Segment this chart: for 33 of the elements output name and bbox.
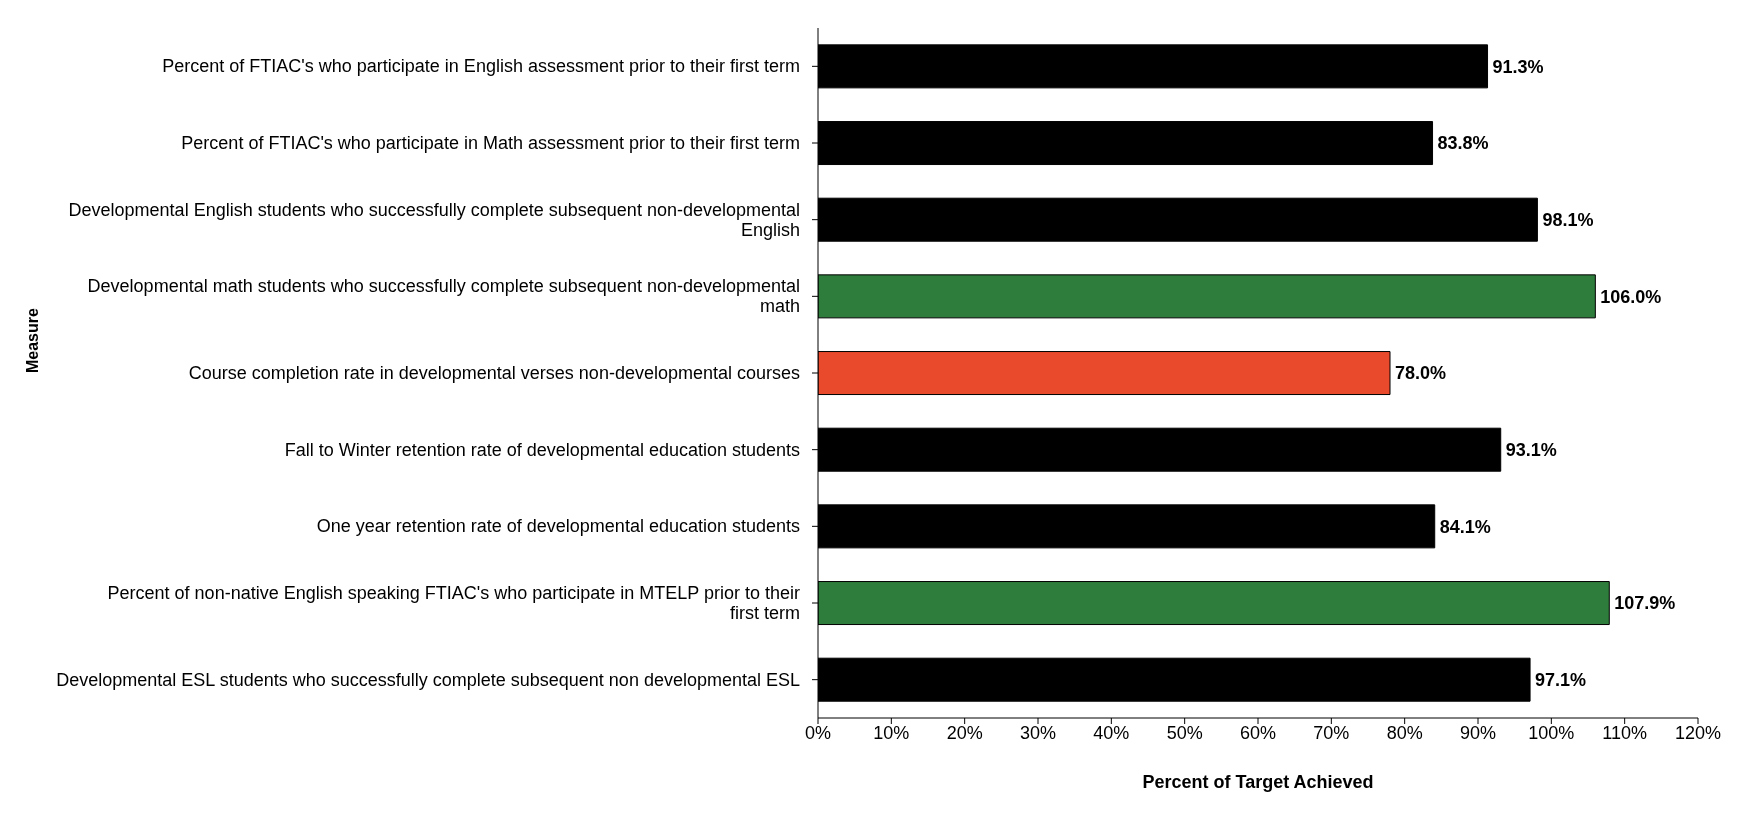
y-axis-title: Measure [23, 307, 41, 373]
y-tick-label: One year retention rate of developmental education students [316, 516, 800, 537]
x-tick-label: 40% [1093, 722, 1130, 743]
x-tick-label: 10% [873, 722, 910, 743]
x-tick-label: 90% [1459, 722, 1497, 743]
y-tick-label: Percent of non-native English speaking FTIAC's who participate in MTELP prior to their first term [107, 583, 801, 623]
x-axis-title: Percent of Target Achieved [1142, 772, 1374, 792]
y-tick-label: Developmental ESL students who successfully complete subsequent non developmental ESL [56, 669, 800, 690]
y-tick-label: Percent of FTIAC's who participate in Math assessment prior to their first term [181, 133, 800, 153]
data-label: 84.1% [1439, 516, 1491, 537]
data-label: 106.0% [1600, 286, 1662, 307]
data-label: 91.3% [1492, 56, 1544, 77]
data-label: 107.9% [1614, 593, 1676, 614]
x-tick-label: 70% [1313, 722, 1350, 743]
data-label: 97.1% [1535, 670, 1587, 691]
x-tick-label: 30% [1019, 722, 1057, 743]
x-tick-label: 50% [1166, 722, 1203, 743]
x-tick-label: 120% [1674, 722, 1722, 743]
x-tick-label: 60% [1239, 722, 1277, 743]
y-tick-label: Percent of FTIAC's who participate in English assessment prior to their first term [162, 56, 800, 77]
data-label: 78.0% [1395, 363, 1447, 384]
data-label: 98.1% [1542, 210, 1594, 231]
x-tick-label: 0% [804, 722, 832, 743]
y-tick-label: Fall to Winter retention rate of developmental education students [284, 439, 800, 460]
x-tick-label: 20% [946, 722, 983, 743]
y-tick-label: Developmental math students who successfully complete subsequent non-developmental math [87, 276, 800, 317]
y-tick-label: Course completion rate in developmental verses non-developmental courses [188, 363, 800, 383]
x-tick-label: 100% [1528, 722, 1575, 743]
y-tick-label: Developmental English students who successfully complete subsequent non-developmental English [68, 199, 800, 240]
data-label: 83.8% [1437, 133, 1489, 154]
x-tick-label: 80% [1386, 722, 1423, 743]
x-tick-label: 110% [1602, 722, 1648, 743]
data-label: 93.1% [1505, 440, 1557, 461]
